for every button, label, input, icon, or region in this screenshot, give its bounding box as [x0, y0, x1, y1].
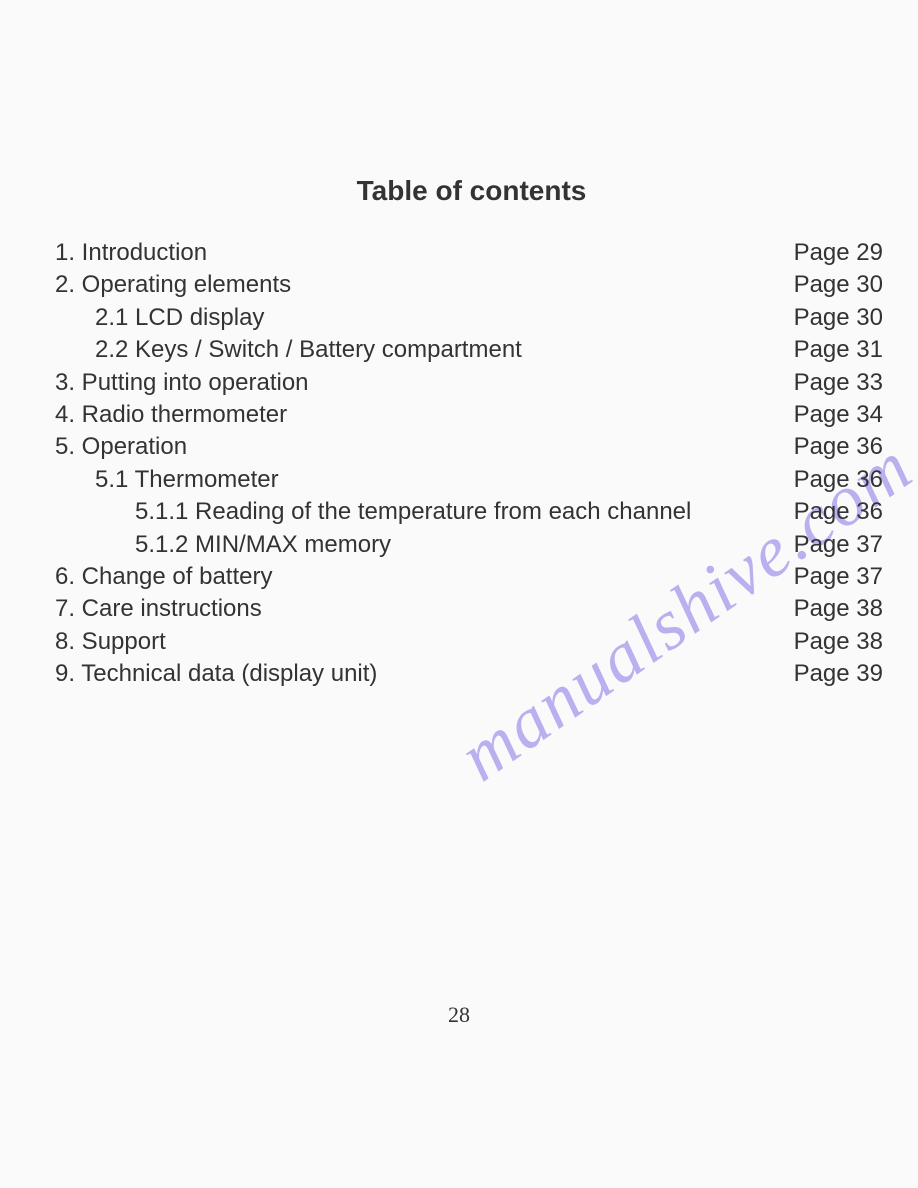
- toc-item-text: 6. Change of battery: [55, 561, 774, 593]
- toc-item: 4. Radio thermometer Page 34: [55, 399, 888, 431]
- toc-item: 5.1.1 Reading of the temperature from ea…: [55, 496, 888, 528]
- toc-item-text: 5. Operation: [55, 431, 774, 463]
- toc-content: Table of contents 1. Introduction Page 2…: [55, 175, 888, 690]
- toc-item: 2. Operating elements Page 30: [55, 269, 888, 301]
- toc-item: 2.1 LCD display Page 30: [55, 302, 888, 334]
- toc-item: 5.1.2 MIN/MAX memory Page 37: [55, 529, 888, 561]
- toc-item: 2.2 Keys / Switch / Battery compartment …: [55, 334, 888, 366]
- toc-item-page: Page 37: [774, 561, 883, 593]
- toc-item-page: Page 39: [774, 658, 883, 690]
- toc-item-page: Page 38: [774, 626, 883, 658]
- toc-item: 7. Care instructions Page 38: [55, 593, 888, 625]
- toc-item-page: Page 30: [774, 269, 883, 301]
- toc-item-text: 2. Operating elements: [55, 269, 774, 301]
- toc-item-text: 7. Care instructions: [55, 593, 774, 625]
- toc-item-text: 5.1.1 Reading of the temperature from ea…: [55, 496, 774, 528]
- toc-item-page: Page 36: [774, 464, 883, 496]
- toc-item-page: Page 31: [774, 334, 883, 366]
- toc-item-text: 3. Putting into operation: [55, 367, 774, 399]
- toc-item-page: Page 36: [774, 431, 883, 463]
- page-title: Table of contents: [55, 175, 888, 207]
- toc-list: 1. Introduction Page 29 2. Operating ele…: [55, 237, 888, 690]
- toc-item-text: 8. Support: [55, 626, 774, 658]
- toc-item-text: 2.2 Keys / Switch / Battery compartment: [55, 334, 774, 366]
- toc-item: 5.1 Thermometer Page 36: [55, 464, 888, 496]
- toc-item: 3. Putting into operation Page 33: [55, 367, 888, 399]
- page-container: manualshive.com Table of contents 1. Int…: [0, 0, 918, 1188]
- toc-item: 9. Technical data (display unit) Page 39: [55, 658, 888, 690]
- toc-item-page: Page 36: [774, 496, 883, 528]
- toc-item-text: 9. Technical data (display unit): [55, 658, 774, 690]
- toc-item-text: 5.1.2 MIN/MAX memory: [55, 529, 774, 561]
- toc-item: 6. Change of battery Page 37: [55, 561, 888, 593]
- toc-item-page: Page 38: [774, 593, 883, 625]
- toc-item-page: Page 30: [774, 302, 883, 334]
- toc-item-text: 4. Radio thermometer: [55, 399, 774, 431]
- toc-item-text: 2.1 LCD display: [55, 302, 774, 334]
- toc-item-page: Page 29: [774, 237, 883, 269]
- toc-item: 8. Support Page 38: [55, 626, 888, 658]
- toc-item-page: Page 34: [774, 399, 883, 431]
- toc-item-text: 5.1 Thermometer: [55, 464, 774, 496]
- toc-item-text: 1. Introduction: [55, 237, 774, 269]
- toc-item-page: Page 33: [774, 367, 883, 399]
- page-number: 28: [0, 1002, 918, 1028]
- toc-item: 5. Operation Page 36: [55, 431, 888, 463]
- toc-item-page: Page 37: [774, 529, 883, 561]
- toc-item: 1. Introduction Page 29: [55, 237, 888, 269]
